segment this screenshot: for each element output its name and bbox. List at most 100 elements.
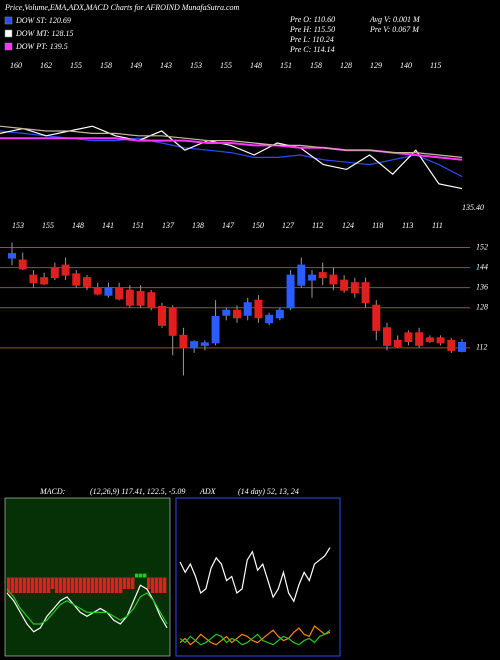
histogram-bar bbox=[127, 577, 131, 590]
candle-body bbox=[190, 341, 199, 349]
series-line bbox=[0, 125, 463, 158]
legend-label: DOW MT: 128.15 bbox=[15, 29, 74, 38]
candle-body bbox=[415, 332, 424, 346]
candle-body bbox=[243, 302, 252, 316]
bottom-label: 112 bbox=[312, 221, 323, 230]
legend-swatch bbox=[4, 29, 13, 38]
candle-body bbox=[329, 274, 338, 285]
candle-body bbox=[72, 273, 81, 286]
histogram-bar bbox=[163, 577, 167, 593]
histogram-bar bbox=[79, 577, 83, 593]
histogram-bar bbox=[51, 577, 55, 590]
histogram-bar bbox=[7, 577, 11, 593]
candle-body bbox=[425, 337, 434, 343]
candle-body bbox=[200, 342, 209, 346]
histogram-bar bbox=[23, 577, 27, 593]
bottom-label: 151 bbox=[132, 221, 144, 230]
bottom-label: 141 bbox=[102, 221, 114, 230]
candle-body bbox=[40, 277, 49, 285]
candle-body bbox=[436, 337, 445, 344]
volume-info: Pre V: 0.067 M bbox=[369, 25, 420, 34]
histogram-bar bbox=[83, 577, 87, 593]
bottom-label: 153 bbox=[12, 221, 24, 230]
candle-body bbox=[136, 290, 145, 306]
candle-body bbox=[340, 279, 349, 291]
histogram-bar bbox=[55, 577, 59, 593]
panel-label: ADX bbox=[199, 487, 217, 496]
histogram-bar bbox=[91, 577, 95, 593]
candle-body bbox=[404, 332, 413, 343]
histogram-bar bbox=[95, 577, 99, 593]
histogram-bar bbox=[155, 577, 159, 593]
histogram-bar bbox=[159, 577, 163, 593]
histogram-bar bbox=[99, 577, 103, 593]
histogram-bar bbox=[71, 577, 75, 593]
histogram-bar bbox=[87, 577, 91, 593]
annotation: 135.40 bbox=[462, 203, 484, 212]
legend-label: DOW PT: 139.5 bbox=[15, 42, 68, 51]
adx-panel bbox=[175, 497, 341, 657]
bottom-label: 118 bbox=[372, 221, 383, 230]
candle-body bbox=[83, 277, 91, 287]
top-label: 149 bbox=[130, 61, 142, 70]
series-line bbox=[0, 125, 463, 190]
histogram-bar bbox=[47, 577, 51, 593]
series-line bbox=[6, 584, 168, 633]
candle-body bbox=[275, 309, 284, 319]
candle-body bbox=[104, 287, 113, 296]
top-label: 155 bbox=[220, 61, 232, 70]
histogram-bar bbox=[19, 577, 23, 593]
series-line bbox=[6, 588, 168, 625]
candle-body bbox=[233, 309, 241, 319]
candle-body bbox=[125, 289, 134, 306]
candle-body bbox=[168, 307, 177, 336]
histogram-bar bbox=[151, 577, 155, 593]
legend-swatch bbox=[4, 16, 13, 25]
bottom-label: 147 bbox=[222, 221, 235, 230]
panel-params: (12,26,9) 117.41, 122.5, -5.09 bbox=[90, 487, 185, 496]
histogram-bar bbox=[75, 577, 79, 593]
candle-body bbox=[265, 314, 274, 324]
candle-body bbox=[383, 327, 391, 346]
histogram-bar bbox=[31, 577, 35, 593]
top-label: 158 bbox=[310, 61, 322, 70]
top-label: 158 bbox=[100, 61, 112, 70]
candle-body bbox=[447, 339, 456, 351]
histogram-bar bbox=[131, 577, 135, 590]
series-line bbox=[179, 629, 331, 646]
histogram-bar bbox=[107, 577, 111, 593]
histogram-bar bbox=[143, 573, 147, 578]
candle-body bbox=[318, 272, 327, 279]
histogram-bar bbox=[115, 577, 119, 593]
histogram-bar bbox=[67, 577, 71, 593]
histogram-bar bbox=[123, 577, 127, 590]
top-label: 155 bbox=[70, 61, 82, 70]
candle-body bbox=[93, 287, 102, 295]
panel-label: MACD: bbox=[39, 487, 66, 496]
candle-body bbox=[222, 309, 231, 316]
ohlc-info: Pre H: 115.50 bbox=[289, 25, 335, 34]
legend-label: DOW ST: 120.69 bbox=[15, 16, 71, 25]
candle-body bbox=[8, 253, 16, 259]
candle-body bbox=[18, 259, 27, 270]
panel-params: (14 day) 52, 13, 24 bbox=[238, 487, 299, 496]
bottom-label: 137 bbox=[162, 221, 175, 230]
series-line bbox=[179, 547, 331, 603]
bottom-label: 113 bbox=[402, 221, 413, 230]
candle-body bbox=[50, 267, 59, 279]
ohlc-info: Pre C: 114.14 bbox=[289, 45, 335, 54]
candle-body bbox=[158, 305, 166, 326]
ohlc-info: Pre O: 110.60 bbox=[289, 15, 335, 24]
histogram-bar bbox=[119, 577, 123, 593]
y-tick-label: 112 bbox=[476, 343, 487, 352]
candle-body bbox=[458, 342, 466, 352]
histogram-bar bbox=[59, 577, 63, 593]
top-label: 129 bbox=[370, 61, 382, 70]
top-label: 115 bbox=[430, 61, 441, 70]
volume-info: Avg V: 0.001 M bbox=[369, 15, 421, 24]
histogram-bar bbox=[39, 577, 43, 593]
top-label: 162 bbox=[40, 61, 52, 70]
histogram-bar bbox=[35, 577, 39, 593]
histogram-bar bbox=[135, 573, 139, 578]
